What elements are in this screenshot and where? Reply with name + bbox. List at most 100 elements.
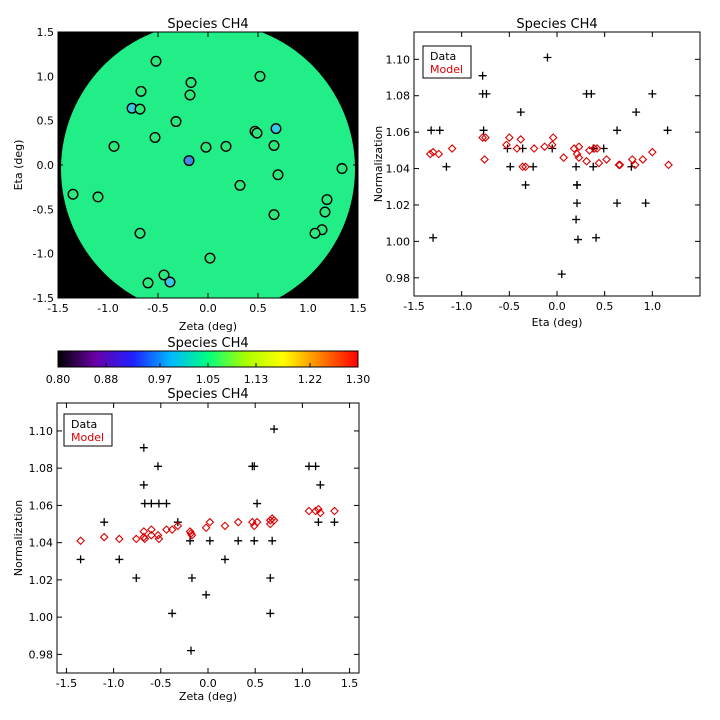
map-point [185, 77, 197, 89]
eta-model-point [518, 162, 528, 172]
eta-data-point [529, 162, 538, 171]
eta-legend: Data Model [422, 45, 472, 79]
zeta-model-point [131, 534, 141, 544]
eta-xtick-label: -0.5 [499, 300, 520, 313]
eta-data-point [587, 89, 596, 98]
zeta-data-point [168, 609, 177, 618]
zeta-model-point [304, 506, 314, 516]
map-point [234, 179, 246, 191]
map-point [135, 85, 147, 97]
zeta-ytick-label: 1.04 [29, 537, 54, 550]
eta-model-point [574, 153, 584, 163]
map-point [158, 269, 170, 281]
map-point [164, 276, 176, 288]
zeta-ytick-label: 1.02 [29, 574, 54, 587]
eta-data-point [573, 199, 582, 208]
eta-xtick-label: 0.5 [596, 300, 614, 313]
zeta-model-point [173, 521, 183, 531]
zeta-data-point [154, 499, 163, 508]
zeta-data-point [266, 609, 275, 618]
eta-xlabel: Eta (deg) [532, 316, 583, 329]
map-xtick-label: -1.5 [47, 302, 68, 315]
colorbar-title: Species CH4 [167, 336, 248, 351]
eta-data-point [589, 162, 598, 171]
eta-model-point [434, 149, 444, 159]
eta-model-point [614, 160, 624, 170]
map-point [309, 227, 321, 239]
eta-xtick-label: 0.0 [548, 300, 566, 313]
eta-ytick-label: 1.02 [386, 199, 411, 212]
zeta-data-point [187, 646, 196, 655]
zeta-legend: Data Model [63, 413, 113, 447]
eta-model-point [638, 155, 648, 164]
eta-data-point [478, 71, 487, 80]
zeta-ytick-label: 1.00 [29, 611, 54, 624]
zeta-data-point [330, 518, 339, 527]
zeta-data-point [186, 536, 195, 545]
zeta-ytick-label: 0.98 [29, 648, 54, 661]
eta-model-point [502, 140, 511, 150]
eta-data-point [521, 180, 530, 189]
eta-ylabel: Normalization [372, 126, 385, 202]
map-ytick-label: -0.5 [33, 203, 54, 216]
eta-ytick-label: 1.10 [386, 53, 411, 66]
eta-model-point [630, 160, 640, 170]
map-point [321, 194, 333, 206]
map-point [220, 140, 232, 152]
zeta-title: Species CH4 [167, 387, 248, 402]
zeta-xtick-label: 1.5 [341, 677, 359, 690]
zeta-xtick-label: -1.0 [103, 677, 124, 690]
eta-model-point [572, 149, 582, 159]
eta-model-point [478, 133, 488, 142]
map-point [184, 89, 196, 101]
zeta-model-point [269, 515, 279, 525]
zeta-model-point [139, 527, 149, 536]
eta-data-point [641, 199, 650, 208]
zeta-model-point [154, 534, 164, 544]
colorbar-tick-label: 1.05 [196, 373, 221, 386]
eta-data-point [573, 180, 582, 189]
eta-data-point [427, 126, 436, 135]
zeta-legend-model: Model [71, 431, 104, 444]
eta-model-point [428, 147, 438, 157]
eta-data-point [613, 126, 622, 135]
eta-model-point [425, 149, 435, 159]
zeta-data-point [202, 590, 211, 599]
eta-model-point [592, 144, 602, 153]
eta-model-point [512, 144, 522, 153]
zeta-xtick-label: -0.5 [150, 677, 171, 690]
zeta-model-point [201, 523, 211, 533]
zeta-data-point [220, 555, 229, 564]
colorbar-tick-label: 1.13 [244, 373, 269, 386]
eta-model-point [516, 135, 526, 144]
zeta-xtick-label: 0.5 [246, 677, 264, 690]
map-point [200, 141, 212, 153]
eta-legend-model: Model [430, 63, 463, 76]
zeta-model-point [233, 517, 243, 527]
eta-model-point [548, 133, 558, 142]
eta-model-point [574, 142, 584, 152]
zeta-ytick-label: 1.08 [29, 462, 54, 475]
map-point [134, 103, 146, 115]
eta-xtick-label: -1.5 [403, 300, 424, 313]
zeta-data-point [234, 536, 243, 545]
colorbar-tick-label: 0.80 [46, 373, 71, 386]
zeta-model-point [114, 534, 124, 544]
eta-model-point [480, 155, 489, 164]
map-xtick-label: 0.5 [249, 302, 267, 315]
map-point [170, 116, 182, 128]
eta-data-point [479, 126, 488, 135]
zeta-data-point [316, 480, 325, 489]
eta-data-point [573, 235, 582, 244]
eta-data-point [429, 233, 438, 242]
eta-data-point [557, 270, 566, 279]
map-ytick-label: 1.5 [37, 26, 55, 39]
zeta-data-point [314, 518, 323, 527]
zeta-data-point [76, 555, 85, 564]
zeta-model-point [311, 506, 320, 516]
map-xtick-label: 1.0 [299, 302, 317, 315]
eta-legend-data: Data [430, 50, 456, 63]
eta-model-point [602, 155, 611, 164]
map-point [270, 123, 282, 135]
